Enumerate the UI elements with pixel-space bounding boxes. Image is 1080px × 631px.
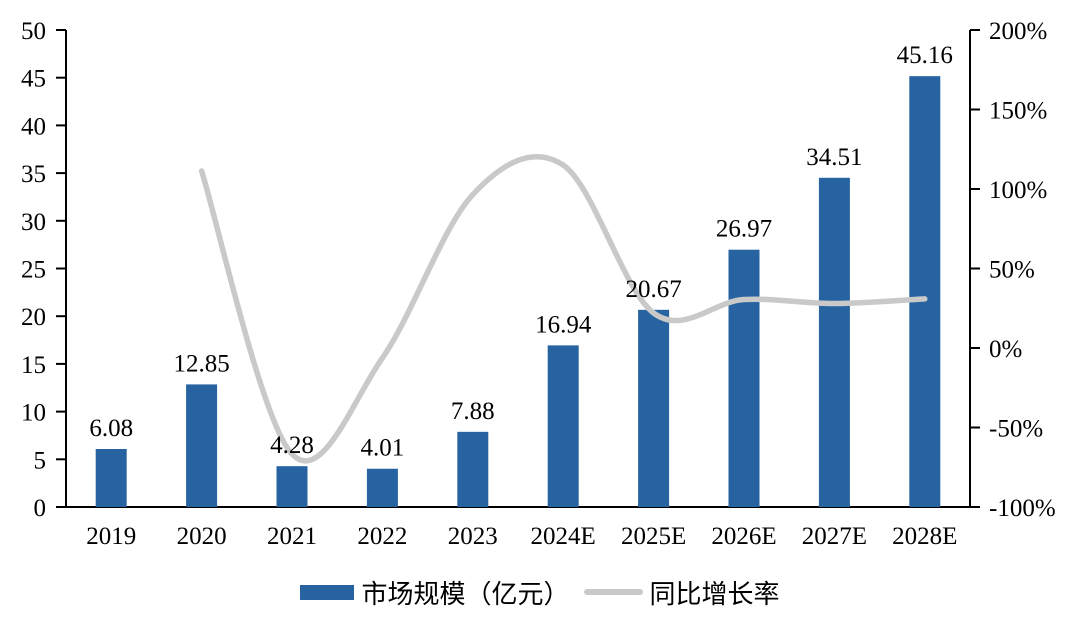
right-axis-tick-label: -100% xyxy=(989,495,1056,522)
bar-2028E xyxy=(909,76,941,508)
bar-value-label: 26.97 xyxy=(716,216,772,243)
right-axis-tick-label: 200% xyxy=(989,18,1047,45)
bar-value-label: 7.88 xyxy=(451,398,495,425)
bar-2020 xyxy=(186,384,218,507)
x-axis-category-label: 2027E xyxy=(802,523,867,550)
right-axis-tick-label: -50% xyxy=(989,416,1043,443)
right-axis-tick-label: 0% xyxy=(989,336,1022,363)
bar-value-label: 4.01 xyxy=(361,435,405,462)
left-axis-tick-label: 20 xyxy=(21,304,46,331)
legend-label-growth-rate: 同比增长率 xyxy=(649,579,780,609)
left-axis-tick-label: 30 xyxy=(21,209,46,236)
legend-label-market-size: 市场规模（亿元） xyxy=(361,579,570,609)
right-axis-tick-label: 150% xyxy=(989,98,1047,125)
combo-chart: 0 5 10 15 20 25 30 35 40 45 50 -100% -50% 0% 50% 100% 15… xyxy=(21,18,1056,550)
left-axis-tick-label: 25 xyxy=(21,257,46,284)
left-axis-tick-label: 10 xyxy=(21,400,46,427)
bar-series-swatch-icon xyxy=(300,584,355,600)
right-axis-tick-label: 100% xyxy=(989,177,1047,204)
left-axis-tick-label: 0 xyxy=(34,495,47,522)
right-axis-tick-label: 50% xyxy=(989,257,1035,284)
bar-2025E xyxy=(638,309,670,507)
left-axis-tick-label: 50 xyxy=(21,18,46,45)
x-axis-category-label: 2022 xyxy=(357,523,407,550)
x-axis-category-label: 2021 xyxy=(267,523,317,550)
x-axis-category-label: 2028E xyxy=(892,523,957,550)
bar-2023 xyxy=(457,431,489,507)
bar-2022 xyxy=(366,468,398,507)
x-axis-category-label: 2023 xyxy=(448,523,498,550)
x-axis-category-label: 2024E xyxy=(531,523,596,550)
x-axis-category-label: 2026E xyxy=(711,523,776,550)
left-axis-tick-label: 35 xyxy=(21,161,46,188)
bar-2021 xyxy=(276,466,308,507)
left-axis-tick-label: 45 xyxy=(21,66,46,93)
bar-2024E xyxy=(547,345,579,507)
bar-value-label: 6.08 xyxy=(89,415,133,442)
bar-2027E xyxy=(818,177,850,507)
bar-value-label: 4.28 xyxy=(270,432,314,459)
growth-rate-line xyxy=(198,153,928,464)
left-axis-tick-label: 40 xyxy=(21,113,46,140)
x-axis-category-label: 2020 xyxy=(177,523,227,550)
x-axis-category-label: 2019 xyxy=(86,523,136,550)
legend: 市场规模（亿元） 同比增长率 xyxy=(0,574,1080,610)
legend-item-market-size: 市场规模（亿元） xyxy=(300,574,570,611)
bar-2026E xyxy=(728,249,760,507)
bar-value-label: 12.85 xyxy=(173,350,229,377)
x-axis-category-label: 2025E xyxy=(621,523,686,550)
line-series-swatch-icon xyxy=(583,589,643,595)
left-axis-tick-label: 5 xyxy=(34,447,47,474)
legend-item-growth-rate: 同比增长率 xyxy=(583,574,780,611)
bar-value-label: 34.51 xyxy=(806,144,862,171)
bar-value-label: 20.67 xyxy=(625,276,681,303)
bar-value-label: 45.16 xyxy=(897,42,953,69)
left-axis-tick-label: 15 xyxy=(21,352,46,379)
bar-value-label: 16.94 xyxy=(535,311,592,338)
bar-2019 xyxy=(95,448,127,507)
